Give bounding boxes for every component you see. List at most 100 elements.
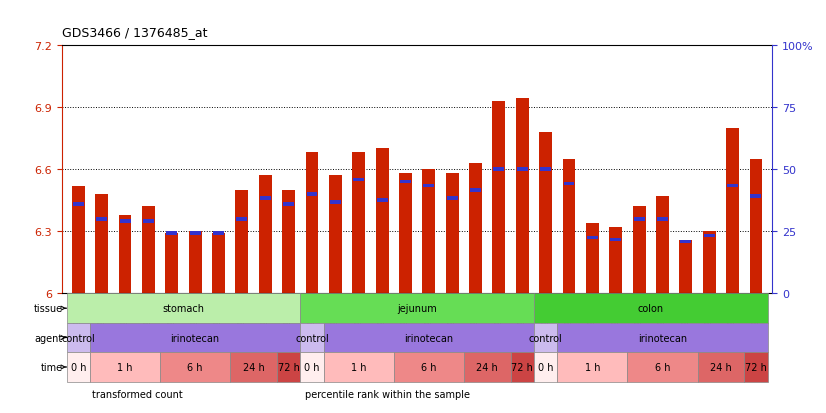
Bar xyxy=(90,323,301,352)
Bar xyxy=(260,197,271,200)
Bar xyxy=(422,170,435,294)
Text: 0 h: 0 h xyxy=(70,362,86,372)
Bar xyxy=(67,294,301,323)
Bar xyxy=(377,199,387,202)
Bar xyxy=(697,352,744,382)
Bar xyxy=(563,182,574,186)
Bar xyxy=(354,178,364,182)
Bar xyxy=(230,352,277,382)
Bar xyxy=(539,132,552,294)
Text: 72 h: 72 h xyxy=(745,362,767,372)
Bar xyxy=(212,234,225,294)
Bar xyxy=(235,190,249,294)
Bar xyxy=(492,101,506,294)
Bar xyxy=(330,201,341,204)
Text: 0 h: 0 h xyxy=(304,362,320,372)
Bar xyxy=(329,176,342,294)
Text: irinotecan: irinotecan xyxy=(171,333,220,343)
Bar xyxy=(283,203,294,206)
Text: 6 h: 6 h xyxy=(188,362,203,372)
Text: time: time xyxy=(40,362,63,372)
Bar xyxy=(680,240,692,294)
Bar xyxy=(628,352,697,382)
Bar xyxy=(610,228,622,294)
Bar xyxy=(399,174,412,294)
Bar xyxy=(160,352,230,382)
Bar xyxy=(376,149,388,294)
Bar xyxy=(424,184,434,188)
Bar xyxy=(446,174,458,294)
Text: GDS3466 / 1376485_at: GDS3466 / 1376485_at xyxy=(62,26,207,39)
Bar xyxy=(534,294,767,323)
Bar xyxy=(277,352,301,382)
Bar xyxy=(67,352,90,382)
Bar xyxy=(516,99,529,294)
Bar xyxy=(213,232,224,235)
Bar xyxy=(587,236,598,240)
Bar xyxy=(704,234,714,237)
Text: irinotecan: irinotecan xyxy=(404,333,453,343)
Bar xyxy=(188,232,202,294)
Text: 24 h: 24 h xyxy=(710,362,732,372)
Text: 1 h: 1 h xyxy=(351,362,367,372)
Bar xyxy=(493,168,505,171)
Bar xyxy=(165,234,178,294)
Bar xyxy=(610,238,621,242)
Bar xyxy=(259,176,272,294)
Bar xyxy=(510,352,534,382)
Bar xyxy=(681,240,691,244)
Bar xyxy=(657,217,668,221)
Bar xyxy=(400,180,411,184)
Bar xyxy=(143,219,154,223)
Bar xyxy=(394,352,464,382)
Bar xyxy=(517,168,528,171)
Bar xyxy=(586,223,599,294)
Bar xyxy=(633,207,646,294)
Bar xyxy=(306,153,318,294)
Text: stomach: stomach xyxy=(163,304,205,313)
Text: agent: agent xyxy=(34,333,63,343)
Bar xyxy=(656,197,669,294)
Text: jejunum: jejunum xyxy=(397,304,437,313)
Text: 0 h: 0 h xyxy=(538,362,553,372)
Bar xyxy=(744,352,767,382)
Text: 24 h: 24 h xyxy=(243,362,264,372)
Bar xyxy=(301,294,534,323)
Bar xyxy=(301,323,324,352)
Text: 6 h: 6 h xyxy=(655,362,670,372)
Text: 72 h: 72 h xyxy=(511,362,534,372)
Bar xyxy=(72,186,85,294)
Bar xyxy=(703,232,715,294)
Text: 1 h: 1 h xyxy=(117,362,133,372)
Text: irinotecan: irinotecan xyxy=(638,333,687,343)
Bar xyxy=(558,352,628,382)
Bar xyxy=(751,195,762,198)
Bar xyxy=(324,352,394,382)
Bar xyxy=(534,352,558,382)
Bar xyxy=(634,217,644,221)
Bar xyxy=(558,323,767,352)
Bar xyxy=(447,197,458,200)
Text: 72 h: 72 h xyxy=(278,362,300,372)
Bar xyxy=(324,323,534,352)
Text: colon: colon xyxy=(638,304,664,313)
Bar xyxy=(470,188,481,192)
Text: control: control xyxy=(529,333,563,343)
Bar xyxy=(306,192,317,196)
Text: 1 h: 1 h xyxy=(585,362,601,372)
Bar xyxy=(282,190,295,294)
Bar xyxy=(142,207,154,294)
Bar xyxy=(190,232,201,235)
Bar xyxy=(119,215,131,294)
Bar xyxy=(73,203,83,206)
Bar xyxy=(166,232,178,235)
Bar xyxy=(236,217,247,221)
Bar xyxy=(540,168,551,171)
Bar xyxy=(727,184,738,188)
Bar xyxy=(469,164,482,294)
Bar xyxy=(726,128,739,294)
Bar xyxy=(120,219,131,223)
Bar xyxy=(95,195,108,294)
Bar xyxy=(67,323,90,352)
Text: 6 h: 6 h xyxy=(421,362,437,372)
